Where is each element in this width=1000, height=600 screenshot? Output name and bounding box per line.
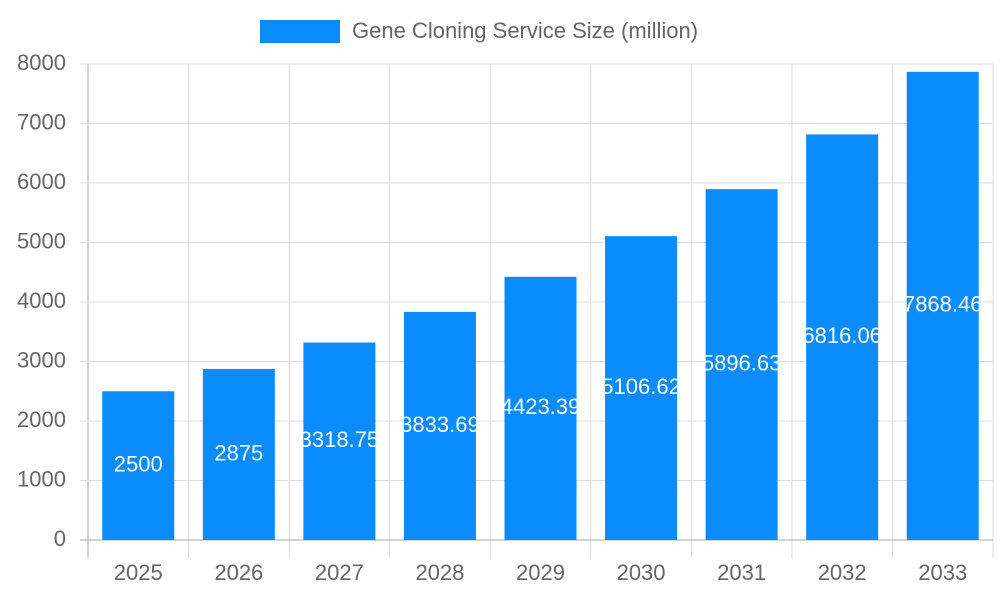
y-tick-label: 0 — [54, 526, 66, 551]
x-tick-label: 2027 — [315, 560, 364, 585]
x-tick-label: 2028 — [415, 560, 464, 585]
value-label: 5896.63 — [702, 350, 782, 375]
x-tick-label: 2026 — [214, 560, 263, 585]
x-tick-label: 2030 — [617, 560, 666, 585]
bar — [906, 71, 979, 540]
bar — [403, 311, 476, 540]
y-tick-label: 5000 — [17, 228, 66, 253]
y-tick-label: 3000 — [17, 347, 66, 372]
value-label: 5106.62 — [601, 374, 681, 399]
y-tick-label: 2000 — [17, 407, 66, 432]
legend-swatch — [260, 20, 340, 43]
bar — [806, 134, 879, 540]
y-tick-label: 1000 — [17, 466, 66, 491]
x-tick-label: 2025 — [114, 560, 163, 585]
x-tick-label: 2029 — [516, 560, 565, 585]
value-label: 2875 — [214, 440, 263, 465]
y-tick-label: 4000 — [17, 288, 66, 313]
y-tick-label: 6000 — [17, 169, 66, 194]
legend-label: Gene Cloning Service Size (million) — [352, 18, 698, 43]
value-label: 3318.75 — [300, 427, 380, 452]
bar — [102, 391, 175, 540]
value-label: 7868.46 — [903, 292, 983, 317]
x-tick-label: 2031 — [717, 560, 766, 585]
bar — [705, 189, 778, 540]
y-tick-label: 7000 — [17, 109, 66, 134]
bar — [605, 236, 678, 540]
value-label: 3833.69 — [400, 412, 480, 437]
bar — [202, 368, 275, 540]
value-label: 2500 — [114, 451, 163, 476]
y-tick-label: 8000 — [17, 50, 66, 75]
value-label: 6816.06 — [802, 323, 882, 348]
value-label: 4423.39 — [501, 394, 581, 419]
x-tick-label: 2032 — [818, 560, 867, 585]
bar — [303, 342, 376, 540]
bar — [504, 276, 577, 540]
x-tick-label: 2033 — [918, 560, 967, 585]
